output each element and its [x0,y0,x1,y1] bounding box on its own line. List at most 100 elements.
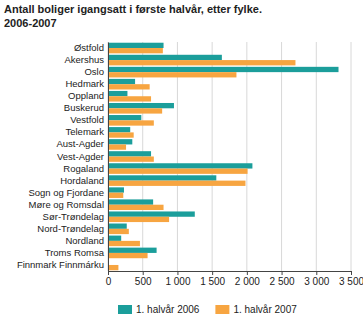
tick: Akershus [64,54,104,65]
legend-swatch [215,305,229,314]
tick: Finnmark Finnmárku [17,259,104,270]
tick-mark [212,271,213,275]
tick-mark [247,271,248,275]
title: Antall boliger igangsatt i første halvår… [4,3,262,15]
tick-label: Sør-Trøndelag [43,211,104,222]
tick-label: Oslo [84,66,104,77]
tick-label: 500 [135,276,152,287]
tick-label: Vestfold [70,114,104,125]
tick-label: 1 500 [200,276,225,287]
bar [108,187,124,192]
legend-label: 1. halvår 2006 [136,304,200,315]
tick: Telemark [65,126,104,137]
tick: 1 000 [165,271,190,287]
grid-line [108,42,109,271]
legend-item: 1. halvår 2007 [215,304,297,315]
tick-label: 0 [106,276,112,287]
tick: Vestfold [70,114,104,125]
tick: Buskerud [64,102,104,113]
tick: Østfold [74,42,104,53]
legend: 1. halvår 2006 1. halvår 2007 [118,304,297,315]
grid-line [246,42,247,271]
tick: 2 500 [270,271,295,287]
tick-mark [177,271,178,275]
bar [108,163,252,168]
axis-line [109,272,352,276]
bar [108,144,126,149]
bar [108,265,118,270]
bar [108,211,195,216]
tick: Rogaland [63,163,104,174]
plot: 0 500 1 000 1 500 2 000 2 500 3 000 3 500 Østfol… [17,42,363,287]
tick: Oslo [84,66,104,77]
bar [108,205,164,210]
bar [108,169,248,174]
tick: Hedmark [65,78,104,89]
bar [108,181,245,186]
tick: Møre og Romsdal [29,199,105,210]
tick-label: Troms Romsa [45,247,105,258]
bar [108,67,339,72]
tick-label: 1 000 [165,276,190,287]
bar [108,224,127,229]
tick: 3 000 [304,271,329,287]
tick-label: Nordland [65,235,104,246]
grid-line [281,42,282,271]
tick: 2 000 [235,271,260,287]
y-axis: ØstfoldAkershusOsloHedmarkOpplandBuskeru… [17,42,109,271]
bar [108,108,162,113]
tick-label: Vest-Agder [57,151,104,162]
bar [108,91,127,96]
tick-label: Oppland [68,90,104,101]
tick-label: Nord-Trøndelag [37,223,104,234]
bar [108,253,148,258]
tick: 0 [106,271,112,287]
tick-mark [143,271,144,275]
bar [108,217,169,222]
bar [108,236,121,241]
bar [108,60,295,65]
tick: Aust-Agder [56,138,104,149]
tick-label: 2 500 [270,276,295,287]
bar [108,115,141,120]
bar [108,132,134,137]
tick: Oppland [68,90,104,101]
bar [108,72,236,77]
legend-item: 1. halvår 2006 [118,304,200,315]
tick-mark [316,271,317,275]
tick: 3 500 [339,271,363,287]
bar [108,43,164,48]
tick-label: Buskerud [64,102,104,113]
bar [108,79,135,84]
bar [108,139,132,144]
tick: Vest-Agder [57,151,104,162]
tick-label: Hedmark [65,78,104,89]
bar [108,103,174,108]
bar [108,96,151,101]
tick-mark [108,271,109,275]
legend-swatch [118,305,132,314]
tick-mark [282,271,283,275]
tick-label: Hordaland [60,175,104,186]
tick-label: Møre og Romsdal [29,199,105,210]
bar [108,157,154,162]
bar [108,84,150,89]
tick: Nordland [65,235,104,246]
tick-label: Sogn og Fjordane [28,187,104,198]
axis-line [108,43,109,272]
legend-label: 1. halvår 2007 [233,304,297,315]
tick: 1 500 [200,271,225,287]
tick-label: 3 500 [339,276,363,287]
tick-label: 3 000 [304,276,329,287]
chart: Antall boliger igangsatt i første halvår… [0,0,363,329]
bar [108,151,151,156]
tick-mark [351,271,352,275]
bar [108,248,157,253]
tick-label: Aust-Agder [56,138,104,149]
tick: 500 [135,271,152,287]
tick: Sogn og Fjordane [28,187,104,198]
bar [108,48,163,53]
bar [108,55,222,60]
tick-label: 2 000 [235,276,260,287]
tick-label: Akershus [64,54,104,65]
